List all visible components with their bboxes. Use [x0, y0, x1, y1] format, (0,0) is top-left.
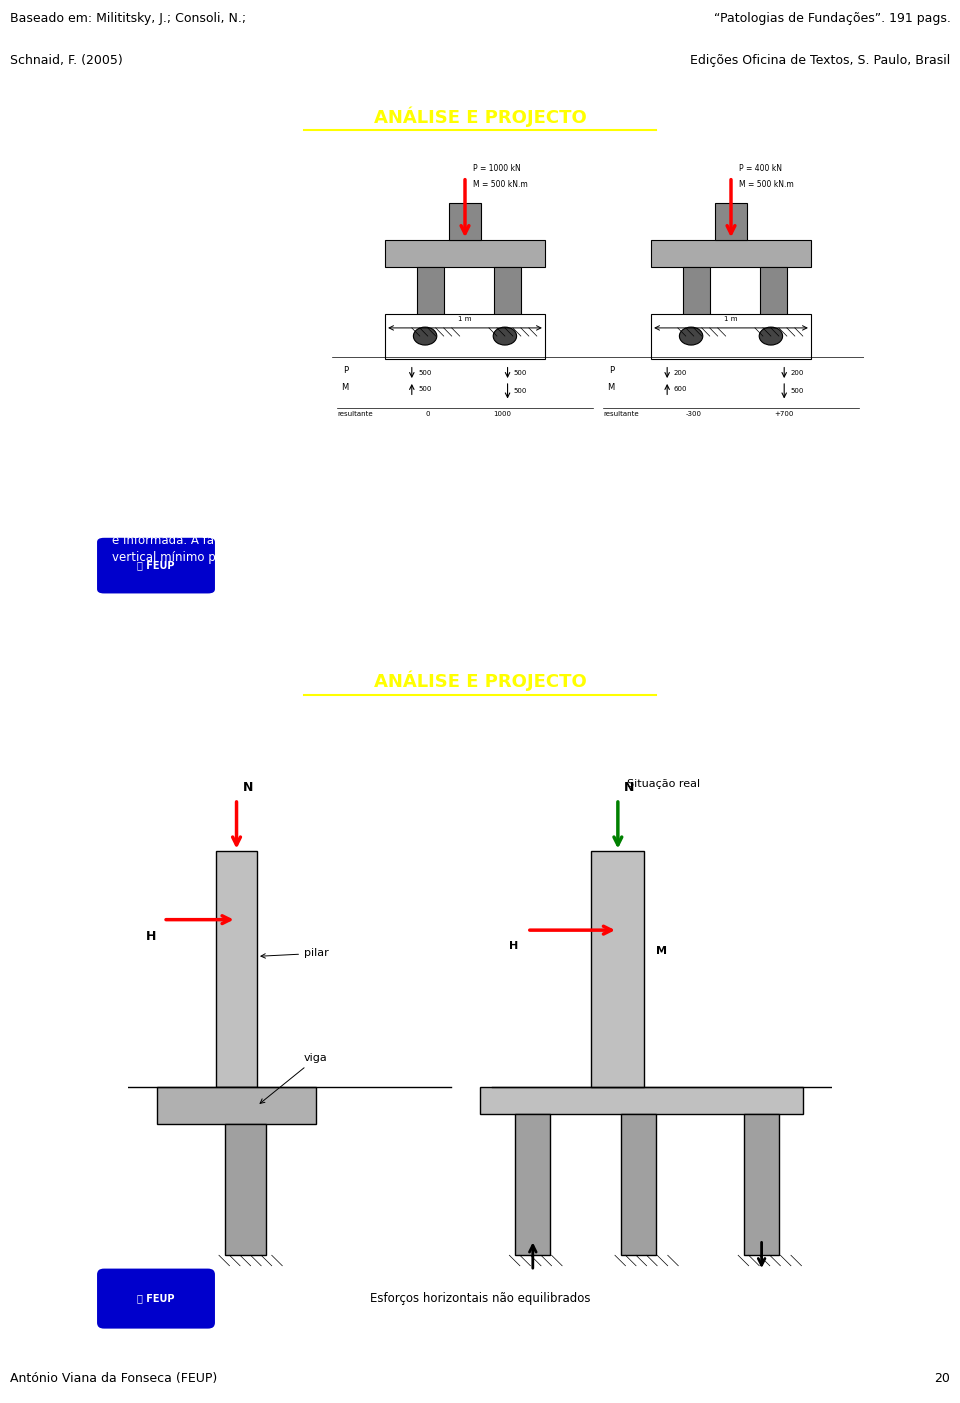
Bar: [516, 1114, 550, 1256]
Text: PROBLEMAS
ENVOLVENDO A
ESTRUTURA DE
FUNDAÇÃO: PROBLEMAS ENVOLVENDO A ESTRUTURA DE FUND…: [156, 143, 276, 215]
Bar: [385, 240, 544, 267]
Bar: [449, 203, 481, 240]
Text: resultante: resultante: [337, 411, 372, 417]
Text: Baseado em: Milititsky, J.; Consoli, N.;: Baseado em: Milititsky, J.; Consoli, N.;: [10, 11, 246, 25]
Bar: [621, 1114, 656, 1256]
Text: 40: 40: [838, 1305, 856, 1319]
Text: 1 m: 1 m: [724, 316, 737, 321]
Bar: [744, 1114, 780, 1256]
Text: Esforços horizontais não equilibrados: Esforços horizontais não equilibrados: [370, 1292, 590, 1305]
Text: 500: 500: [419, 370, 432, 376]
Text: Schnaid, F. (2005): Schnaid, F. (2005): [10, 53, 122, 67]
Bar: [225, 1124, 266, 1256]
Bar: [480, 1087, 803, 1114]
FancyBboxPatch shape: [96, 1267, 216, 1330]
Text: Ⓕ FEUP: Ⓕ FEUP: [137, 1294, 175, 1303]
Text: +700: +700: [775, 411, 794, 417]
Text: 500: 500: [419, 386, 432, 393]
Circle shape: [414, 327, 437, 345]
Text: N: N: [242, 781, 252, 794]
Bar: [651, 314, 811, 359]
Text: resultante: resultante: [603, 411, 639, 417]
Text: 1000: 1000: [493, 411, 512, 417]
Text: N: N: [624, 781, 635, 794]
Text: ANÁLISE E PROJECTO: ANÁLISE E PROJECTO: [373, 107, 587, 126]
Text: 1 m: 1 m: [458, 316, 471, 321]
Text: 20: 20: [934, 1372, 950, 1385]
Bar: [385, 314, 544, 359]
Bar: [494, 267, 521, 328]
Bar: [760, 267, 787, 328]
Text: M = 500 kN.m: M = 500 kN.m: [739, 180, 794, 189]
Text: PROBLEMAS QUE ENVOLVEM A ESTRUTURA DE FUNDAÇÃO: PROBLEMAS QUE ENVOLVEM A ESTRUTURA DE FU…: [276, 709, 684, 724]
Text: 200: 200: [674, 370, 687, 376]
Text: P: P: [609, 366, 614, 375]
Text: H: H: [510, 940, 518, 951]
Text: M = 500 kN.m: M = 500 kN.m: [473, 180, 528, 189]
Text: P: P: [343, 366, 348, 375]
Circle shape: [493, 327, 516, 345]
FancyBboxPatch shape: [96, 537, 216, 595]
Text: 39: 39: [838, 577, 856, 591]
Bar: [651, 240, 811, 267]
Text: pilar: pilar: [261, 948, 328, 958]
Bar: [157, 1087, 316, 1124]
Text: António Viana da Fonseca (FEUP): António Viana da Fonseca (FEUP): [10, 1372, 217, 1385]
Text: 500: 500: [514, 370, 527, 376]
Text: M: M: [607, 383, 614, 391]
Text: Ⓕ FEUP: Ⓕ FEUP: [137, 561, 175, 571]
Bar: [591, 852, 644, 1087]
Bar: [417, 267, 444, 328]
Text: P = 400 kN: P = 400 kN: [739, 164, 782, 173]
Text: ANÁLISE E PROJECTO: ANÁLISE E PROJECTO: [373, 671, 587, 692]
Text: Edições Oficina de Textos, S. Paulo, Brasil: Edições Oficina de Textos, S. Paulo, Bra…: [690, 53, 950, 67]
Circle shape: [680, 327, 703, 345]
Text: “Patologias de Fundações”. 191 pags.: “Patologias de Fundações”. 191 pags.: [713, 11, 950, 25]
Text: 200: 200: [791, 370, 804, 376]
Text: 0: 0: [425, 411, 430, 417]
Bar: [715, 203, 747, 240]
Text: P = 1000 kN: P = 1000 kN: [473, 164, 520, 173]
Text: Muitas vezes o projectista das fundações recebe as cargas de
outro profissional : Muitas vezes o projectista das fundações…: [112, 499, 511, 564]
FancyBboxPatch shape: [211, 1275, 749, 1323]
Bar: [684, 267, 709, 328]
Bar: [216, 852, 257, 1087]
Text: M: M: [341, 383, 348, 391]
Text: M: M: [656, 946, 667, 955]
Text: -300: -300: [685, 411, 702, 417]
Text: 500: 500: [791, 389, 804, 394]
Text: 600: 600: [674, 386, 687, 393]
Text: Situação real: Situação real: [627, 779, 700, 788]
Text: 500: 500: [514, 389, 527, 394]
Text: Erros decorrentes de
indicação apenas de
cargas máximas em
casos de fundações
em: Erros decorrentes de indicação apenas de…: [112, 311, 241, 443]
Text: H: H: [146, 930, 156, 943]
Text: viga: viga: [260, 1054, 327, 1103]
Circle shape: [759, 327, 782, 345]
